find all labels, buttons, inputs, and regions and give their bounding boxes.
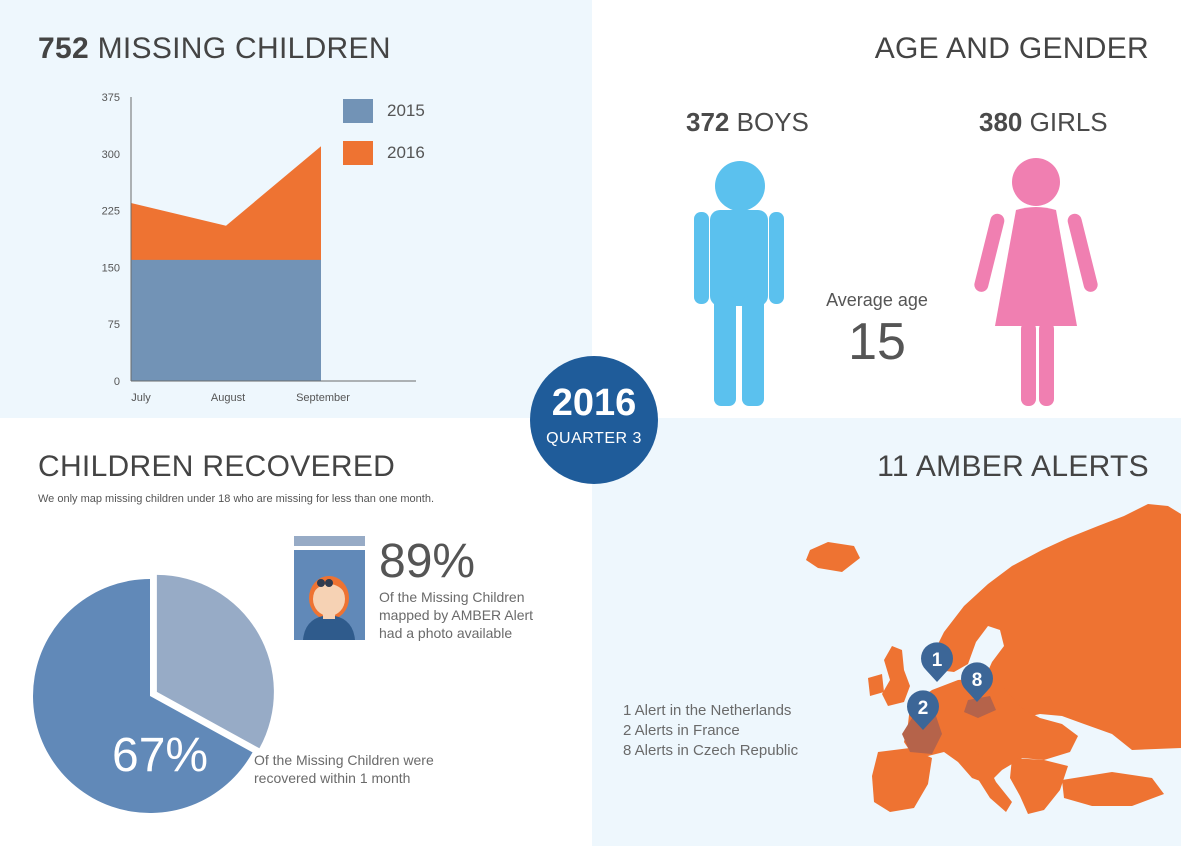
pin-netherlands: 1 <box>921 642 953 682</box>
photo-caption-line-1: Of the Missing Children <box>379 589 525 605</box>
amber-alerts-title: 11 AMBER ALERTS <box>877 450 1149 483</box>
missing-count: 752 <box>38 32 89 65</box>
boys-count: 372 BOYS <box>686 107 809 138</box>
pie-slice-recovered <box>33 579 253 813</box>
alert-list: 1 Alert in the Netherlands 2 Alerts in F… <box>623 701 798 761</box>
map-land <box>872 748 932 812</box>
photo-caption-line-3: had a photo available <box>379 625 513 641</box>
photo-card-icon <box>294 536 365 640</box>
pin-number: 2 <box>918 698 929 719</box>
missing-children-chart: 0 75 150 225 300 375 July August September 2015… <box>102 92 425 404</box>
map-highlight-country <box>964 696 996 718</box>
y-tick-label: 300 <box>102 149 120 161</box>
map-land <box>806 542 860 572</box>
legend-label: 2015 <box>387 101 425 120</box>
recovered-note: We only map missing children under 18 wh… <box>38 493 434 505</box>
pin-number: 8 <box>972 670 983 691</box>
y-tick-label: 75 <box>108 319 120 331</box>
map-land <box>904 678 1078 784</box>
pin-france: 2 <box>907 690 939 730</box>
badge-year: 2016 <box>551 382 637 424</box>
y-tick-label: 225 <box>102 206 120 218</box>
x-tick-label: September <box>296 392 350 404</box>
girls-text: GIRLS <box>1029 107 1108 137</box>
map-pin-icon <box>907 690 939 730</box>
photo-caption-line-2: mapped by AMBER Alert <box>379 607 534 623</box>
x-tick-label: July <box>131 392 151 404</box>
alert-list-item: 2 Alerts in France <box>623 722 740 739</box>
pin-number: 1 <box>932 650 943 671</box>
girl-icon <box>974 158 1098 406</box>
alert-list-item: 8 Alerts in Czech Republic <box>623 742 799 759</box>
map-land <box>1062 772 1164 806</box>
map-land <box>966 748 1012 812</box>
pie-slice-remainder <box>156 574 274 749</box>
photo-caption: Of the Missing Children mapped by AMBER … <box>379 588 533 642</box>
europe-map: 1 2 8 <box>806 504 1181 814</box>
average-age-label: Average age <box>826 290 928 310</box>
area-series-2015 <box>131 259 321 381</box>
y-tick-label: 375 <box>102 92 120 104</box>
gender-figures <box>694 158 1098 406</box>
x-tick-label: August <box>211 392 245 404</box>
pie-caption-line-1: Of the Missing Children were <box>254 752 434 768</box>
pin-czech-republic: 8 <box>961 662 993 702</box>
year-quarter-badge: 2016 QUARTER 3 <box>530 356 658 484</box>
map-pin-icon <box>921 642 953 682</box>
boys-text: BOYS <box>736 107 809 137</box>
age-gender-panel: AGE AND GENDER 372 BOYS 380 GIRLS Averag… <box>592 0 1181 418</box>
photo-percent-label: 89% <box>379 535 476 588</box>
amber-alerts-panel: 11 AMBER ALERTS 1 <box>592 418 1181 846</box>
missing-children-title: 752 MISSING CHILDREN <box>38 32 391 66</box>
children-recovered-panel: CHILDREN RECOVERED We only map missing c… <box>0 418 592 846</box>
missing-children-panel: 752 MISSING CHILDREN 0 75 150 225 300 375 Jul… <box>0 0 592 418</box>
boy-icon <box>694 161 784 406</box>
y-tick-label: 150 <box>102 262 120 274</box>
missing-title-text: MISSING CHILDREN <box>97 32 391 65</box>
pie-percent-label: 67% <box>112 729 209 782</box>
map-pin-icon <box>961 662 993 702</box>
badge-quarter: QUARTER 3 <box>546 430 642 447</box>
legend-swatch-2015 <box>343 99 373 123</box>
map-highlight-country <box>902 716 942 754</box>
y-tick-label: 0 <box>114 376 120 388</box>
map-land <box>882 646 910 706</box>
recovered-pie-chart <box>33 574 274 813</box>
girls-count: 380 GIRLS <box>979 107 1108 138</box>
boys-number: 372 <box>686 107 730 137</box>
alert-list-item: 1 Alert in the Netherlands <box>623 702 792 719</box>
legend-label: 2016 <box>387 143 425 162</box>
legend-swatch-2016 <box>343 141 373 165</box>
age-gender-title: AGE AND GENDER <box>874 32 1149 65</box>
girls-number: 380 <box>979 107 1023 137</box>
pie-caption-line-2: recovered within 1 month <box>254 770 411 786</box>
average-age-value: 15 <box>848 313 906 371</box>
children-recovered-title: CHILDREN RECOVERED <box>38 450 396 483</box>
pie-caption: Of the Missing Children were recovered w… <box>254 751 434 787</box>
map-land <box>1010 758 1068 814</box>
map-land <box>868 674 884 696</box>
